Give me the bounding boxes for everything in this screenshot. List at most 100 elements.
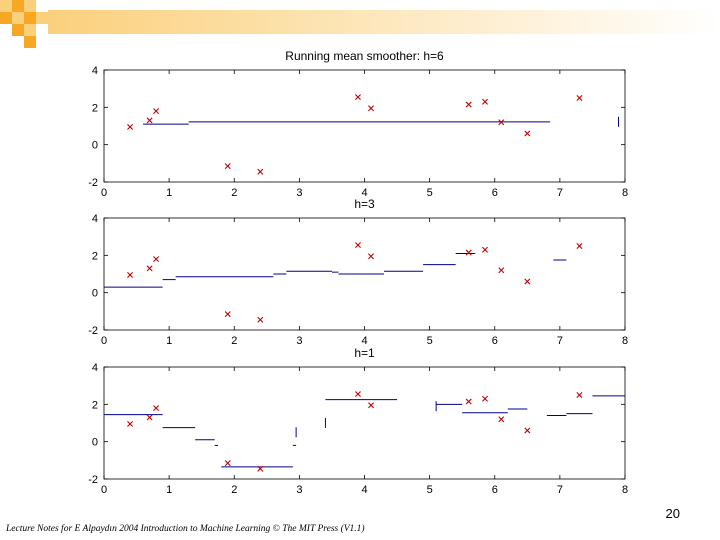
- deco-square: [12, 0, 24, 12]
- x-tick-label: 3: [296, 187, 302, 199]
- data-point: [576, 95, 583, 101]
- x-tick-label: 2: [231, 335, 237, 347]
- x-tick-label: 7: [557, 187, 563, 199]
- data-point: [368, 402, 375, 409]
- data-point: [127, 123, 134, 130]
- x-tick-label: 8: [622, 484, 628, 496]
- data-point-stroke: [146, 117, 153, 124]
- data-point: [465, 398, 472, 405]
- data-point-stroke: [153, 108, 160, 115]
- data-point: [498, 119, 505, 126]
- data-point-stroke: [257, 168, 264, 175]
- data-point: [481, 246, 488, 253]
- data-point: [153, 108, 160, 115]
- data-point-stroke: [498, 119, 505, 126]
- data-point: [576, 243, 583, 249]
- data-point: [257, 168, 264, 175]
- y-tick-label: -2: [88, 177, 98, 189]
- x-tick-label: 1: [166, 335, 172, 347]
- data-point: [257, 465, 264, 472]
- data-point-stroke: [576, 95, 583, 101]
- chart-title: h=1: [354, 346, 375, 360]
- data-point-stroke: [524, 427, 531, 434]
- data-point: [524, 278, 531, 285]
- data-point: [146, 414, 153, 421]
- data-point-stroke: [153, 256, 160, 263]
- data-point-stroke: [465, 398, 472, 405]
- x-tick-label: 3: [296, 484, 302, 496]
- data-point: [127, 420, 134, 427]
- y-tick-label: -2: [88, 474, 98, 486]
- data-point-stroke: [257, 465, 264, 472]
- deco-square: [0, 0, 12, 12]
- data-point-stroke: [354, 242, 361, 249]
- data-point: [465, 101, 472, 108]
- header-band: [48, 10, 720, 34]
- data-point-stroke: [481, 395, 488, 402]
- data-point-stroke: [153, 405, 160, 412]
- x-tick-label: 0: [101, 335, 107, 347]
- y-tick-label: 2: [92, 102, 98, 114]
- y-tick-label: 4: [92, 65, 98, 77]
- data-point-stroke: [146, 414, 153, 421]
- data-point: [146, 265, 153, 272]
- x-tick-label: 3: [296, 335, 302, 347]
- y-tick-label: 2: [92, 399, 98, 411]
- y-tick-label: 0: [92, 437, 98, 449]
- data-point-stroke: [465, 101, 472, 108]
- data-point-stroke: [224, 311, 231, 318]
- data-point: [481, 98, 488, 105]
- x-tick-label: 5: [427, 484, 433, 496]
- data-point: [257, 316, 264, 323]
- data-point-stroke: [524, 130, 531, 137]
- x-tick-label: 8: [622, 187, 628, 199]
- slide-decoration: [0, 0, 720, 48]
- data-point-stroke: [481, 246, 488, 253]
- data-point: [224, 311, 231, 318]
- data-point: [524, 130, 531, 137]
- data-point: [127, 271, 134, 278]
- data-point-stroke: [368, 253, 375, 260]
- deco-square: [12, 24, 24, 36]
- data-point: [153, 405, 160, 412]
- x-tick-label: 5: [427, 187, 433, 199]
- data-point: [354, 242, 361, 249]
- x-tick-label: 1: [166, 187, 172, 199]
- data-point: [224, 460, 231, 467]
- data-point: [368, 253, 375, 260]
- chart-title: Running mean smoother: h=6: [285, 49, 444, 63]
- data-point-stroke: [127, 123, 134, 130]
- y-tick-label: 0: [92, 288, 98, 300]
- data-point-stroke: [146, 265, 153, 272]
- data-point-stroke: [465, 249, 472, 256]
- data-point-stroke: [257, 316, 264, 323]
- x-tick-label: 2: [231, 484, 237, 496]
- data-point: [465, 249, 472, 256]
- data-point-stroke: [354, 391, 361, 398]
- data-point: [354, 391, 361, 398]
- data-point: [524, 427, 531, 434]
- page-number: 20: [665, 506, 680, 521]
- data-point-stroke: [354, 94, 361, 101]
- data-point: [146, 117, 153, 124]
- data-point: [354, 94, 361, 101]
- data-point: [153, 256, 160, 263]
- data-point-stroke: [224, 460, 231, 467]
- x-tick-label: 4: [361, 335, 367, 347]
- data-point-stroke: [576, 392, 583, 398]
- deco-square: [12, 12, 24, 24]
- data-point-stroke: [368, 105, 375, 112]
- x-tick-label: 4: [361, 187, 367, 199]
- data-point-stroke: [368, 402, 375, 409]
- deco-square: [24, 24, 36, 36]
- data-point-stroke: [481, 98, 488, 105]
- x-tick-label: 5: [427, 335, 433, 347]
- data-point-stroke: [498, 267, 505, 274]
- data-point: [481, 395, 488, 402]
- deco-square: [24, 36, 36, 48]
- x-tick-label: 6: [492, 484, 498, 496]
- deco-square: [24, 0, 36, 12]
- deco-square: [36, 12, 48, 24]
